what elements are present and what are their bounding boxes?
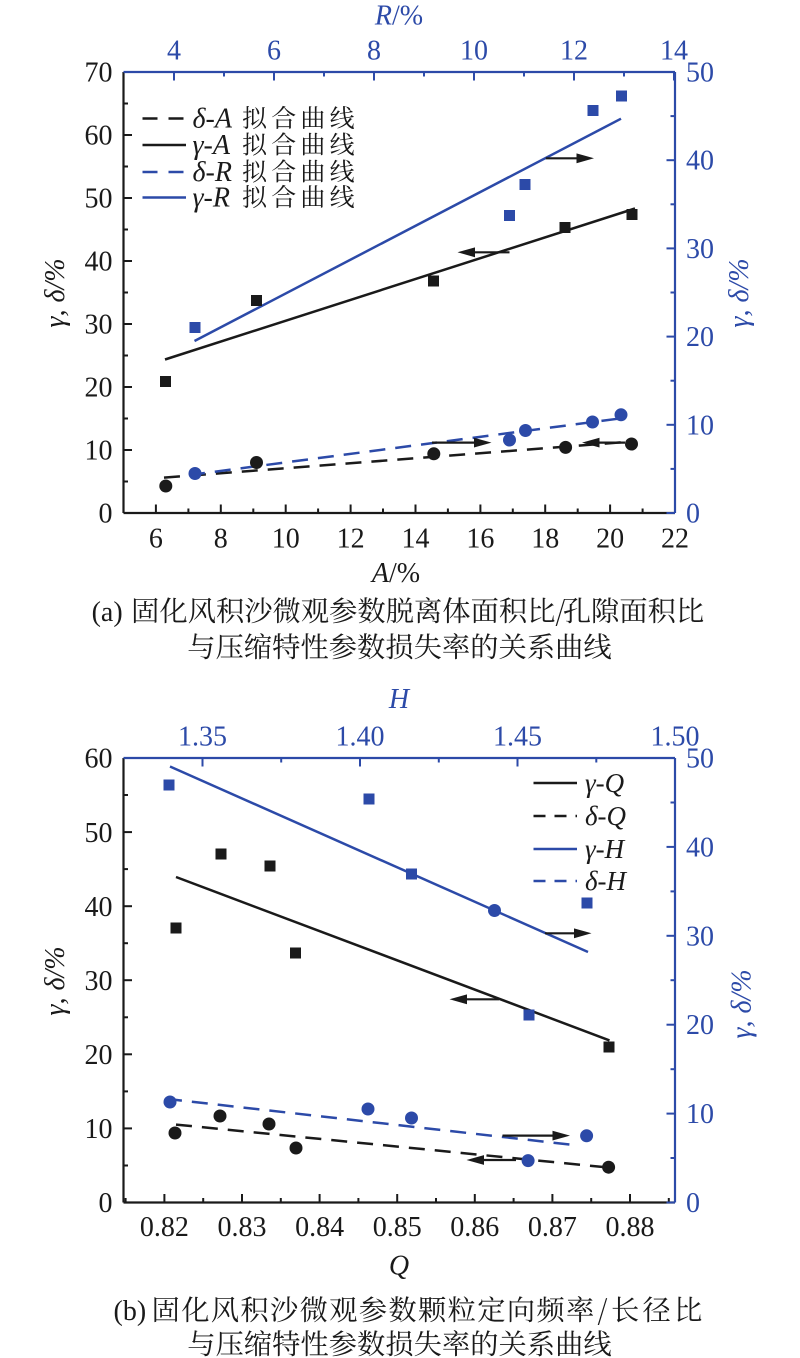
svg-text:50: 50	[686, 744, 714, 775]
svg-text:10: 10	[85, 436, 113, 467]
svg-text:0.84: 0.84	[295, 1212, 344, 1243]
svg-text:0: 0	[686, 1188, 700, 1219]
svg-text:1.35: 1.35	[178, 721, 227, 752]
svg-text:γ, δ/%: γ, δ/%	[727, 969, 758, 1038]
svg-text:10: 10	[85, 1114, 113, 1145]
svg-text:Q: Q	[389, 1251, 409, 1282]
svg-text:δ-H: δ-H	[585, 866, 628, 896]
svg-text:14: 14	[660, 35, 688, 66]
svg-text:40: 40	[686, 146, 714, 177]
svg-text:30: 30	[85, 966, 113, 997]
svg-text:δ-A: δ-A	[193, 104, 233, 135]
svg-text:14: 14	[402, 523, 430, 554]
svg-text:20: 20	[686, 322, 714, 353]
svg-text:30: 30	[85, 310, 113, 341]
svg-text:0.83: 0.83	[218, 1212, 267, 1243]
svg-text:30: 30	[686, 921, 714, 952]
svg-text:40: 40	[85, 247, 113, 278]
svg-text:20: 20	[85, 373, 113, 404]
svg-text:γ-Q: γ-Q	[585, 768, 624, 798]
svg-text:22: 22	[661, 523, 689, 554]
svg-text:0: 0	[686, 499, 700, 530]
svg-text:γ-R: γ-R	[193, 183, 230, 214]
svg-text:50: 50	[85, 184, 113, 215]
svg-text:R/%: R/%	[374, 1, 423, 32]
svg-text:10: 10	[686, 1099, 714, 1130]
svg-text:1.45: 1.45	[493, 721, 542, 752]
svg-text:30: 30	[686, 234, 714, 265]
svg-text:γ, δ/%: γ, δ/%	[40, 946, 71, 1015]
svg-text:18: 18	[531, 523, 559, 554]
svg-text:12: 12	[560, 35, 588, 66]
svg-text:0.87: 0.87	[528, 1212, 577, 1243]
svg-text:(a): (a)	[92, 597, 123, 628]
svg-text:0.88: 0.88	[606, 1212, 655, 1243]
svg-text:20: 20	[596, 523, 624, 554]
svg-text:6: 6	[149, 523, 163, 554]
svg-text:8: 8	[367, 35, 381, 66]
svg-text:γ, δ/%: γ, δ/%	[40, 258, 71, 327]
svg-text:0.85: 0.85	[373, 1212, 422, 1243]
svg-text:10: 10	[686, 410, 714, 441]
svg-text:70: 70	[85, 58, 113, 89]
svg-text:50: 50	[686, 58, 714, 89]
svg-text:δ-R: δ-R	[193, 157, 232, 188]
svg-text:δ-Q: δ-Q	[585, 801, 626, 831]
svg-text:A/%: A/%	[370, 558, 420, 589]
svg-text:50: 50	[85, 818, 113, 849]
svg-text:12: 12	[337, 523, 365, 554]
svg-text:8: 8	[214, 523, 228, 554]
svg-text:1.50: 1.50	[651, 721, 700, 752]
svg-text:0: 0	[99, 499, 113, 530]
svg-text:γ-A: γ-A	[193, 130, 231, 161]
svg-text:4: 4	[167, 35, 181, 66]
svg-text:60: 60	[85, 121, 113, 152]
svg-text:40: 40	[686, 832, 714, 863]
svg-text:γ-H: γ-H	[585, 834, 626, 864]
svg-text:10: 10	[272, 523, 300, 554]
svg-text:40: 40	[85, 892, 113, 923]
svg-text:H: H	[388, 684, 411, 715]
svg-text:(b): (b)	[114, 1296, 147, 1327]
svg-text:16: 16	[466, 523, 494, 554]
svg-text:0: 0	[99, 1188, 113, 1219]
svg-text:20: 20	[85, 1040, 113, 1071]
svg-text:10: 10	[460, 35, 488, 66]
svg-text:0.86: 0.86	[450, 1212, 499, 1243]
svg-text:0.82: 0.82	[140, 1212, 189, 1243]
svg-text:1.40: 1.40	[336, 721, 385, 752]
svg-text:γ, δ/%: γ, δ/%	[724, 258, 755, 327]
svg-text:60: 60	[85, 744, 113, 775]
svg-text:20: 20	[686, 1010, 714, 1041]
svg-text:6: 6	[267, 35, 281, 66]
